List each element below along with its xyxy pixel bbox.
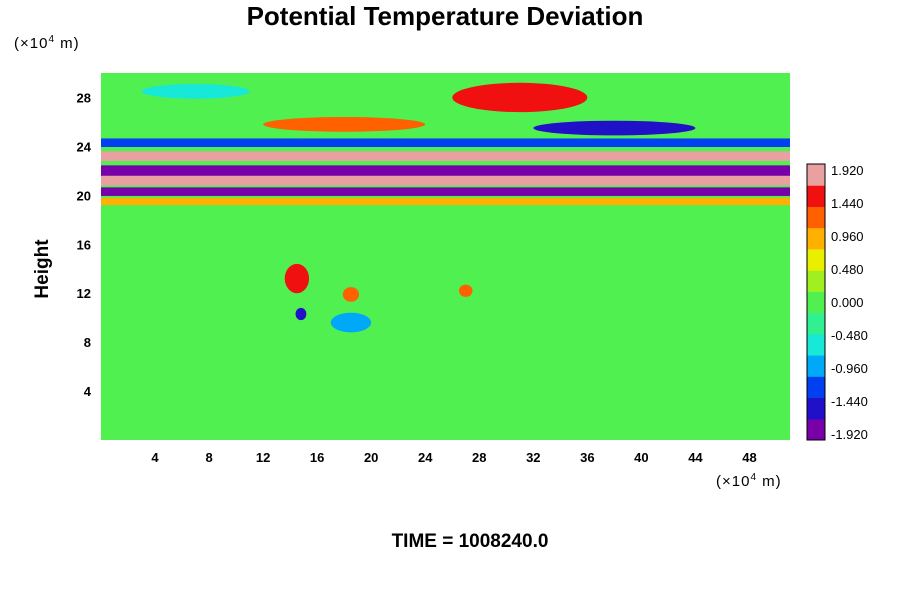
- colorbar-tick-label: 1.920: [831, 163, 864, 178]
- x-tick-label: 8: [205, 450, 212, 465]
- x-axis-unit: (×104 m): [716, 472, 782, 490]
- y-tick-label: 16: [77, 237, 91, 252]
- x-tick-label: 12: [256, 450, 270, 465]
- colorbar-tick-label: 0.480: [831, 262, 864, 277]
- x-tick-labels: 4 8 12 16 20 24 28 32 36 40 44 48: [151, 450, 756, 465]
- y-tick-label: 8: [84, 335, 91, 350]
- colorbar-swatch: [807, 397, 825, 420]
- colorbar-swatch: [807, 376, 825, 399]
- colorbar-swatch: [807, 355, 825, 377]
- x-tick-label: 16: [310, 450, 324, 465]
- y-tick-label: 24: [77, 139, 92, 154]
- y-unit-exponent: 4: [48, 34, 56, 45]
- y-axis-unit: (×104 m): [14, 34, 80, 52]
- colorbar-tick-label: 0.960: [831, 229, 864, 244]
- x-tick-label: 36: [580, 450, 594, 465]
- blob-feature: [263, 117, 426, 132]
- colorbar-swatch: [807, 227, 825, 250]
- colorbar-swatch: [807, 291, 825, 314]
- y-unit-prefix: (×10: [14, 35, 49, 52]
- blob-feature: [141, 84, 250, 99]
- colorbar-frame: [806, 163, 826, 441]
- colorbar-tick-label: -1.440: [831, 394, 868, 409]
- y-tick-label: 12: [77, 286, 91, 301]
- x-tick-label: 40: [634, 450, 648, 465]
- colorbar: 1.920 1.440 0.960 0.480 0.000 -0.480 -0.960 -1.…: [806, 163, 868, 442]
- colorbar-swatch: [807, 206, 825, 229]
- plot-background: [101, 73, 790, 440]
- blob-feature: [459, 284, 473, 297]
- x-tick-label: 48: [742, 450, 756, 465]
- x-tick-label: 4: [151, 450, 159, 465]
- x-unit-prefix: (×10: [716, 473, 751, 490]
- blob-feature: [342, 287, 360, 302]
- y-tick-label: 20: [77, 188, 91, 203]
- x-tick-label: 28: [472, 450, 486, 465]
- blob-feature: [533, 120, 696, 136]
- band-feature: [101, 175, 790, 186]
- blob-feature: [330, 312, 372, 333]
- y-tick-label: 4: [84, 384, 92, 399]
- heatmap-plot: [101, 73, 790, 440]
- x-tick-label: 32: [526, 450, 540, 465]
- band-feature: [101, 151, 790, 162]
- x-unit-exponent: 4: [750, 472, 758, 483]
- colorbar-swatch: [807, 185, 825, 207]
- blob-feature: [284, 263, 310, 294]
- colorbar-swatch: [807, 418, 825, 441]
- blob-feature: [452, 82, 588, 113]
- blob-feature: [295, 307, 307, 321]
- chart-title: Potential Temperature Deviation: [246, 1, 644, 31]
- colorbar-swatch: [807, 312, 825, 335]
- colorbar-tick-label: 1.440: [831, 196, 864, 211]
- band-feature: [101, 138, 790, 148]
- band-feature: [101, 165, 790, 177]
- y-tick-labels: 4 8 12 16 20 24 28: [77, 90, 92, 399]
- band-feature: [101, 197, 790, 206]
- x-tick-label: 44: [688, 450, 703, 465]
- colorbar-swatch: [807, 333, 825, 356]
- x-tick-label: 20: [364, 450, 378, 465]
- band-feature: [101, 187, 790, 196]
- x-unit-suffix: m): [757, 473, 782, 490]
- time-readout: TIME = 1008240.0: [391, 531, 549, 552]
- colorbar-swatch: [807, 270, 825, 292]
- y-tick-label: 28: [77, 90, 91, 105]
- colorbar-swatch: [807, 164, 825, 186]
- colorbar-tick-label: -0.960: [831, 361, 868, 376]
- colorbar-tick-label: 0.000: [831, 295, 864, 310]
- colorbar-tick-label: -0.480: [831, 328, 868, 343]
- y-unit-suffix: m): [55, 35, 80, 52]
- colorbar-tick-label: -1.920: [831, 427, 868, 442]
- colorbar-swatch: [807, 248, 825, 271]
- x-tick-label: 24: [418, 450, 433, 465]
